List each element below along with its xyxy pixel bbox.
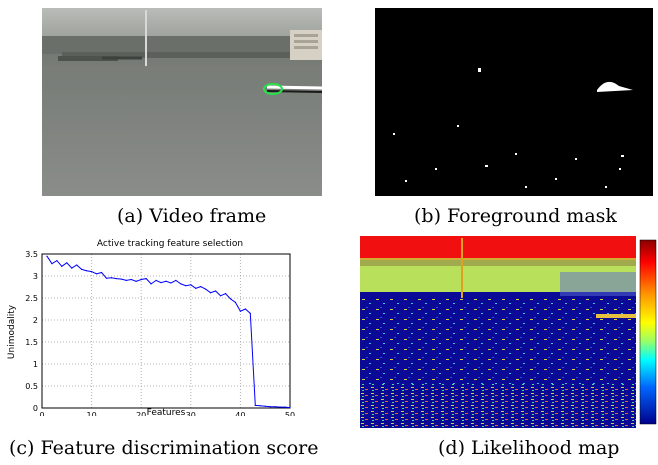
data-point	[195, 287, 197, 289]
data-point	[56, 260, 58, 262]
x-tick-label: 40	[235, 411, 245, 416]
data-point	[61, 265, 63, 267]
data-point	[145, 278, 147, 280]
data-point	[110, 277, 113, 279]
data-point	[210, 292, 212, 294]
caption-c: (c) Feature discrimination score	[9, 437, 319, 459]
data-point	[130, 278, 132, 281]
data-point	[165, 280, 167, 282]
y-tick-label: 1	[33, 360, 38, 369]
data-point	[115, 278, 117, 280]
data-point	[170, 282, 172, 284]
x-tick-label: 30	[186, 411, 196, 416]
data-point	[76, 264, 78, 266]
x-tick-label: 50	[285, 411, 295, 416]
data-point	[46, 255, 48, 257]
foreground-mask-panel	[375, 8, 653, 196]
data-point	[150, 283, 152, 285]
data-point	[224, 293, 227, 295]
y-tick-label: 3	[33, 272, 38, 281]
data-point	[234, 301, 237, 303]
data-point	[229, 298, 232, 300]
data-point	[155, 279, 157, 281]
feature-chart-panel: Active tracking feature selection 0 10 20 3…	[0, 232, 300, 420]
data-point	[269, 406, 271, 408]
y-tick-label: 2.5	[25, 294, 38, 303]
data-point	[200, 285, 202, 288]
data-point	[86, 270, 88, 272]
x-tick-label: 10	[87, 411, 97, 416]
likelihood-map-image	[360, 236, 657, 428]
x-tick-label: 20	[136, 411, 146, 416]
x-tick-label: 0	[39, 411, 44, 416]
data-point	[120, 278, 122, 280]
data-point	[66, 262, 68, 264]
caption-d: (d) Likelihood map	[438, 437, 620, 459]
data-point	[81, 268, 83, 270]
data-point	[289, 406, 291, 409]
data-point	[175, 279, 177, 281]
y-tick-label: 0	[33, 404, 38, 413]
data-point	[249, 312, 251, 314]
data-point	[244, 308, 246, 310]
data-point	[259, 405, 261, 407]
data-point	[215, 290, 217, 292]
chart-title: Active tracking feature selection	[97, 239, 243, 249]
data-point	[51, 263, 53, 265]
y-tick-label: 1.5	[25, 338, 38, 347]
data-point	[205, 288, 207, 290]
data-point	[264, 405, 266, 407]
data-point	[140, 278, 142, 281]
data-point	[284, 406, 286, 408]
series-line	[46, 255, 291, 409]
y-axis-label: Unimodality	[7, 304, 17, 359]
data-point	[190, 284, 192, 286]
y-tick-label: 2	[33, 316, 38, 325]
data-point	[185, 285, 187, 287]
video-frame-panel	[42, 8, 323, 196]
data-point	[160, 282, 162, 284]
video-frame-image	[42, 8, 323, 196]
data-point	[254, 404, 256, 406]
data-point	[100, 271, 103, 274]
data-point	[135, 280, 137, 282]
data-point	[95, 273, 98, 275]
x-axis-label: Features	[147, 408, 186, 416]
data-point	[91, 271, 93, 273]
data-point	[279, 406, 281, 408]
caption-a: (a) Video frame	[117, 205, 267, 227]
y-tick-label: 0.5	[25, 382, 38, 391]
data-point	[274, 406, 276, 408]
data-point	[180, 283, 182, 285]
data-point	[105, 277, 108, 279]
data-point	[239, 310, 241, 312]
data-point	[125, 279, 127, 281]
likelihood-map-panel	[360, 236, 658, 428]
foreground-mask-image	[375, 8, 653, 196]
feature-chart: Active tracking feature selection 0 10 20 3…	[7, 239, 295, 420]
data-point	[219, 295, 222, 297]
caption-b: (b) Foreground mask	[414, 205, 617, 227]
y-tick-label: 3.5	[25, 250, 38, 259]
data-point	[71, 267, 73, 269]
